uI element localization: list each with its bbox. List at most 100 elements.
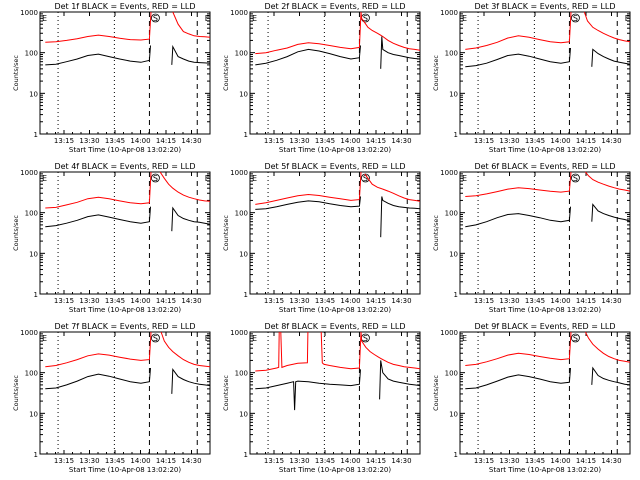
marker-circle: [151, 13, 160, 23]
x-tick-label: 13:30: [79, 297, 99, 305]
y-tick-label: 1000: [440, 169, 458, 177]
lld-series-line: [255, 331, 421, 372]
x-axis-label: Start Time (10-Apr-08 13:02:20): [489, 306, 601, 314]
x-tick-label: 14:00: [130, 457, 150, 465]
panel-title: Det 6f BLACK = Events, RED = LLD: [474, 162, 615, 171]
panel-title: Det 8f BLACK = Events, RED = LLD: [264, 322, 405, 331]
x-tick-label: 14:30: [391, 457, 411, 465]
y-tick-label: 1: [34, 131, 38, 139]
marker-label: E: [462, 174, 467, 183]
x-tick-label: 13:45: [525, 297, 545, 305]
y-tick-label: 1: [244, 451, 248, 459]
y-axis-label: Counts/sec: [222, 375, 230, 411]
y-axis-label: Counts/sec: [12, 215, 20, 251]
marker-label: S: [153, 174, 158, 183]
y-tick-label: 10: [29, 90, 38, 98]
plot-frame: [459, 331, 631, 455]
x-tick-label: 14:00: [550, 137, 570, 145]
x-tick-label: 13:15: [264, 457, 284, 465]
panel-1: Det 1f BLACK = Events, RED = LLD 1 10 100 10…: [12, 2, 211, 154]
y-axis-label: Counts/sec: [222, 215, 230, 251]
events-series-line: [465, 47, 631, 68]
y-tick-label: 10: [449, 250, 458, 258]
x-tick-label: 13:45: [525, 137, 545, 145]
x-tick-label: 14:15: [576, 297, 596, 305]
marker-label: S: [363, 174, 368, 183]
plot-frame: [249, 11, 421, 135]
marker-label: E: [205, 14, 210, 23]
y-tick-label: 100: [445, 50, 458, 58]
y-axis-label: Counts/sec: [222, 55, 230, 91]
y-tick-label: 10: [239, 410, 248, 418]
marker-label: E: [252, 14, 257, 23]
marker-label: E: [205, 334, 210, 343]
y-tick-label: 100: [445, 370, 458, 378]
plot-frame: [249, 331, 421, 455]
panel-8: Det 8f BLACK = Events, RED = LLD 1 10 100 10…: [222, 322, 421, 474]
x-tick-label: 14:15: [366, 137, 386, 145]
marker-label: E: [625, 174, 630, 183]
marker-label: S: [363, 14, 368, 23]
panel-title: Det 5f BLACK = Events, RED = LLD: [264, 162, 405, 171]
lld-series-line: [465, 11, 631, 50]
x-tick-label: 13:30: [289, 457, 309, 465]
marker-label: E: [415, 334, 420, 343]
marker-label: E: [625, 14, 630, 23]
panel-9: Det 9f BLACK = Events, RED = LLD 1 10 100 10…: [432, 322, 631, 474]
y-tick-label: 1000: [230, 329, 248, 337]
x-tick-label: 14:15: [366, 297, 386, 305]
plot-frame: [459, 171, 631, 295]
x-axis-label: Start Time (10-Apr-08 13:02:20): [69, 466, 181, 474]
x-tick-label: 13:15: [54, 457, 74, 465]
y-tick-label: 10: [449, 410, 458, 418]
x-tick-label: 14:30: [181, 457, 201, 465]
marker-label: E: [42, 334, 47, 343]
x-tick-label: 13:45: [525, 457, 545, 465]
plot-frame: [459, 11, 631, 135]
x-tick-label: 14:15: [156, 457, 176, 465]
x-tick-label: 13:15: [54, 297, 74, 305]
marker-circle: [151, 173, 160, 183]
x-tick-label: 14:30: [181, 297, 201, 305]
panel-5: Det 5f BLACK = Events, RED = LLD 1 10 100 10…: [222, 162, 421, 314]
x-tick-label: 13:15: [474, 297, 494, 305]
x-tick-label: 14:00: [130, 297, 150, 305]
lld-series-line: [45, 171, 211, 209]
panel-title: Det 9f BLACK = Events, RED = LLD: [474, 322, 615, 331]
y-axis-label: Counts/sec: [432, 55, 440, 91]
x-tick-label: 14:00: [340, 137, 360, 145]
y-tick-label: 1000: [440, 329, 458, 337]
x-tick-label: 13:45: [315, 457, 335, 465]
x-tick-label: 13:30: [289, 297, 309, 305]
plot-frame: [39, 331, 211, 455]
x-tick-label: 14:30: [601, 137, 621, 145]
marker-label: S: [573, 14, 578, 23]
y-tick-label: 1000: [230, 9, 248, 17]
x-tick-label: 14:15: [576, 137, 596, 145]
x-tick-label: 13:30: [289, 137, 309, 145]
x-tick-label: 13:15: [54, 137, 74, 145]
plot-frame: [39, 11, 211, 135]
panel-title: Det 4f BLACK = Events, RED = LLD: [54, 162, 195, 171]
y-tick-label: 1: [34, 291, 38, 299]
marker-label: E: [42, 14, 47, 23]
x-tick-label: 13:45: [105, 297, 125, 305]
x-tick-label: 14:30: [601, 457, 621, 465]
x-tick-label: 14:00: [340, 297, 360, 305]
events-series-line: [45, 367, 211, 394]
events-series-line: [465, 203, 631, 228]
panel-7: Det 7f BLACK = Events, RED = LLD 1 10 100 10…: [12, 322, 211, 474]
events-series-line: [45, 44, 211, 66]
x-tick-label: 13:15: [474, 137, 494, 145]
x-tick-label: 14:15: [576, 457, 596, 465]
events-series-line: [465, 366, 631, 390]
x-tick-label: 14:30: [391, 297, 411, 305]
x-tick-label: 14:30: [601, 297, 621, 305]
y-axis-label: Counts/sec: [12, 375, 20, 411]
marker-circle: [151, 333, 160, 343]
lld-series-line: [45, 11, 211, 43]
x-tick-label: 13:30: [499, 457, 519, 465]
y-tick-label: 10: [239, 250, 248, 258]
panel-title: Det 3f BLACK = Events, RED = LLD: [474, 2, 615, 11]
y-tick-label: 10: [29, 410, 38, 418]
